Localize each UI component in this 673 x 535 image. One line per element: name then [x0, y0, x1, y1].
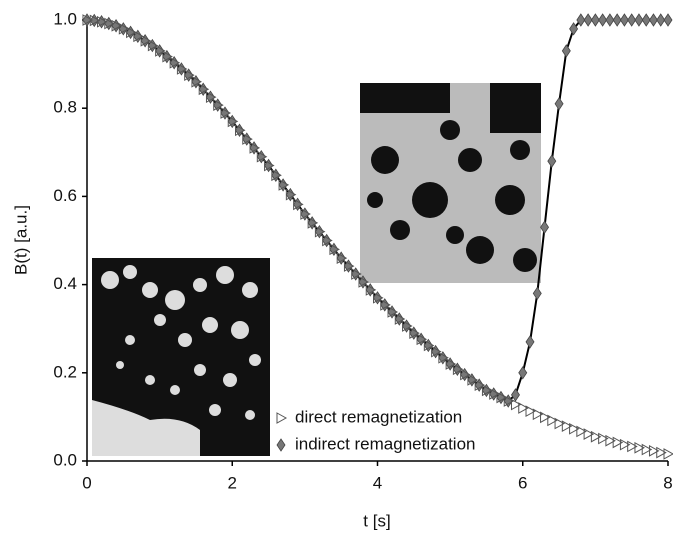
y-tick-label: 0.0 — [53, 450, 77, 469]
chart: t [s] B(t) [a.u.] 0 2 4 6 8 0.0 0.2 0.4 0.6 0.8 1.… — [0, 0, 673, 535]
marker-diamond — [511, 389, 519, 401]
marker-triangle — [664, 449, 673, 459]
inset-image — [92, 258, 270, 456]
marker-diamond — [519, 367, 527, 379]
marker-diamond — [548, 155, 556, 167]
legend-label: indirect remagnetization — [295, 434, 475, 453]
y-tick-label: 0.8 — [53, 98, 77, 117]
marker-diamond — [526, 336, 534, 348]
y-tick-label: 0.2 — [53, 362, 77, 381]
y-tick-label: 0.6 — [53, 186, 77, 205]
marker-diamond — [555, 98, 563, 110]
x-tick-label: 6 — [518, 473, 527, 492]
marker-diamond — [664, 14, 672, 26]
x-tick-label: 2 — [228, 473, 237, 492]
marker-diamond — [533, 287, 541, 299]
y-axis-label: B(t) [a.u.] — [11, 205, 30, 275]
legend-label: direct remagnetization — [295, 407, 462, 426]
inset-image — [360, 83, 541, 283]
x-tick-label: 8 — [663, 473, 672, 492]
y-tick-label: 1.0 — [53, 9, 77, 28]
marker-diamond — [541, 221, 549, 233]
legend-marker — [277, 439, 285, 451]
x-axis-label: t [s] — [363, 511, 390, 530]
x-tick-label: 0 — [82, 473, 91, 492]
marker-diamond — [562, 45, 570, 57]
x-tick-label: 4 — [373, 473, 382, 492]
y-tick-label: 0.4 — [53, 274, 77, 293]
legend-marker — [277, 413, 286, 423]
